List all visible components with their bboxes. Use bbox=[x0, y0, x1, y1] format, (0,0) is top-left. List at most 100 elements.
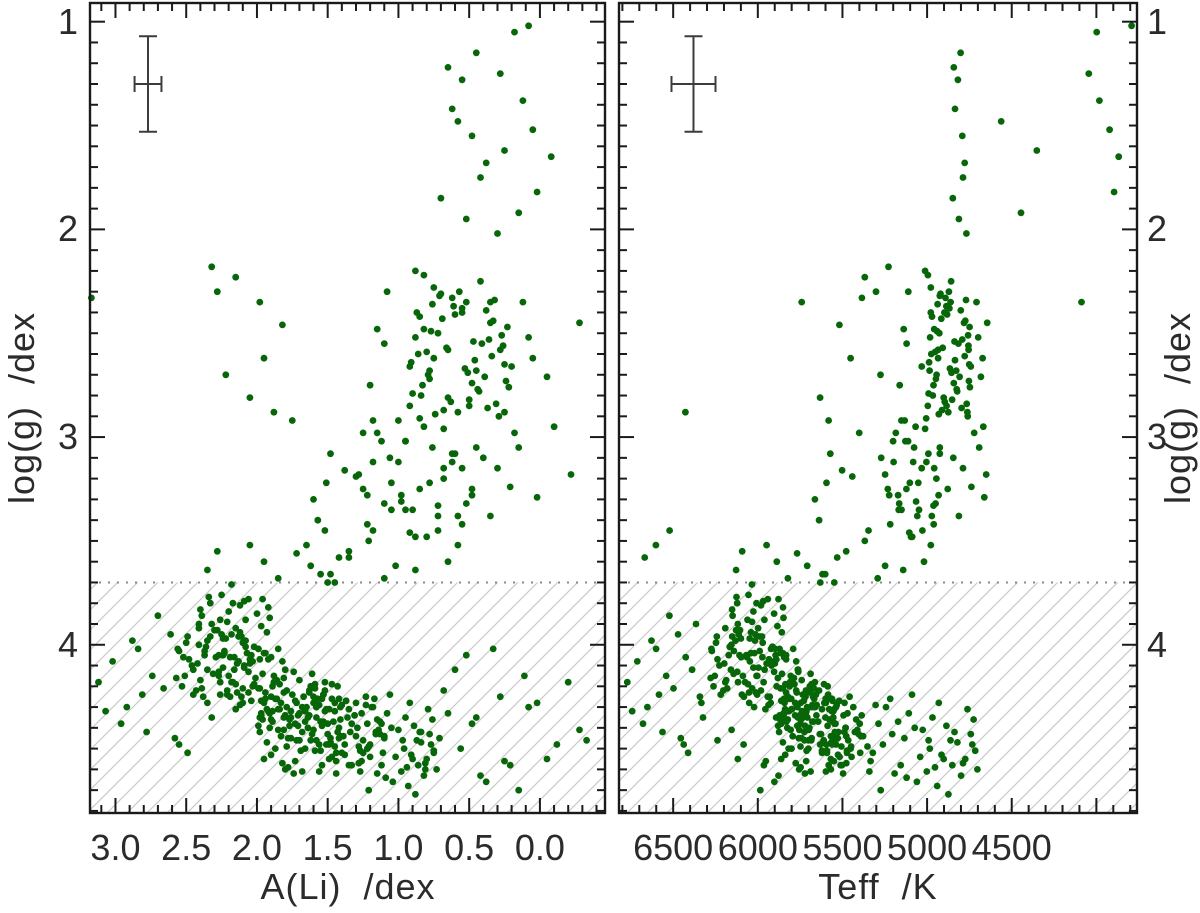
data-point bbox=[881, 562, 889, 570]
data-point bbox=[223, 618, 231, 626]
data-point bbox=[930, 520, 938, 528]
data-point bbox=[840, 712, 847, 719]
data-point bbox=[684, 749, 692, 757]
data-point bbox=[427, 741, 435, 748]
data-point bbox=[721, 678, 729, 686]
data-point bbox=[479, 454, 487, 462]
data-point bbox=[753, 672, 761, 680]
data-point bbox=[682, 653, 690, 661]
data-point bbox=[508, 363, 515, 370]
data-point bbox=[963, 400, 971, 408]
data-point bbox=[864, 743, 871, 750]
data-point bbox=[961, 317, 969, 325]
data-point bbox=[256, 298, 264, 306]
data-point bbox=[823, 479, 830, 487]
data-point bbox=[866, 768, 873, 775]
data-point bbox=[478, 340, 486, 347]
data-point bbox=[335, 554, 343, 561]
data-point bbox=[345, 705, 353, 713]
y-tick-label: 1 bbox=[1147, 0, 1168, 42]
data-point bbox=[734, 620, 742, 628]
data-point bbox=[235, 633, 243, 640]
data-point bbox=[859, 732, 867, 740]
data-point bbox=[134, 645, 142, 653]
data-point bbox=[1017, 209, 1025, 217]
data-point bbox=[410, 722, 418, 730]
data-point bbox=[423, 533, 431, 541]
data-point bbox=[802, 757, 810, 765]
data-point bbox=[148, 672, 156, 680]
data-point bbox=[877, 371, 884, 379]
data-point bbox=[652, 541, 660, 549]
data-point bbox=[918, 464, 926, 472]
data-point bbox=[383, 288, 391, 296]
data-point bbox=[846, 693, 853, 701]
data-point bbox=[499, 342, 507, 350]
data-point bbox=[334, 728, 341, 736]
data-point bbox=[429, 444, 436, 451]
data-point bbox=[923, 768, 931, 775]
data-point bbox=[310, 496, 317, 503]
y-tick-label: 3 bbox=[1147, 416, 1168, 458]
data-point bbox=[775, 728, 783, 736]
data-point bbox=[496, 70, 504, 77]
data-point bbox=[242, 616, 250, 624]
y-tick-label: 4 bbox=[1147, 623, 1168, 665]
data-point bbox=[366, 753, 374, 761]
data-point bbox=[365, 537, 373, 545]
x-tick-label: 1.0 bbox=[373, 827, 424, 868]
data-point bbox=[725, 651, 733, 659]
data-point bbox=[184, 633, 192, 640]
data-point bbox=[779, 739, 787, 746]
data-point bbox=[925, 358, 933, 366]
data-point bbox=[276, 705, 283, 713]
data-point bbox=[458, 520, 466, 528]
data-point bbox=[760, 678, 767, 686]
data-point bbox=[824, 722, 831, 730]
data-point bbox=[737, 653, 745, 661]
data-point bbox=[232, 705, 240, 713]
data-point bbox=[800, 697, 808, 705]
data-point bbox=[781, 751, 789, 759]
data-point bbox=[204, 566, 211, 574]
data-point bbox=[464, 369, 472, 377]
data-point bbox=[363, 720, 371, 728]
data-point bbox=[897, 761, 905, 769]
data-point bbox=[521, 672, 528, 680]
data-point bbox=[271, 745, 279, 752]
data-point bbox=[944, 408, 952, 416]
data-point bbox=[533, 493, 541, 501]
data-point bbox=[395, 458, 402, 466]
data-point bbox=[798, 709, 806, 717]
data-point bbox=[238, 693, 245, 701]
data-point bbox=[933, 475, 940, 482]
data-point bbox=[262, 689, 269, 696]
data-point bbox=[416, 415, 424, 422]
data-point bbox=[413, 309, 421, 316]
data-point bbox=[219, 635, 227, 642]
data-point bbox=[494, 464, 501, 472]
data-point bbox=[924, 271, 932, 279]
data-point bbox=[828, 707, 836, 715]
data-point bbox=[342, 697, 350, 705]
data-point bbox=[462, 651, 470, 659]
data-point bbox=[314, 516, 322, 524]
data-point bbox=[280, 726, 288, 734]
data-point bbox=[267, 751, 275, 759]
right-y-axis-title: log(g) /dex bbox=[1157, 311, 1198, 505]
data-point bbox=[395, 417, 402, 424]
data-point bbox=[914, 479, 922, 487]
data-point bbox=[372, 730, 380, 738]
data-point bbox=[962, 296, 970, 304]
data-point bbox=[875, 720, 882, 728]
data-point bbox=[966, 383, 974, 391]
data-point bbox=[833, 554, 841, 561]
data-point bbox=[977, 373, 985, 381]
data-point bbox=[708, 645, 715, 653]
data-point bbox=[797, 743, 804, 750]
data-point bbox=[368, 703, 375, 711]
data-point bbox=[310, 699, 317, 707]
data-point bbox=[307, 736, 315, 744]
data-point bbox=[767, 658, 775, 665]
data-point bbox=[842, 547, 850, 555]
